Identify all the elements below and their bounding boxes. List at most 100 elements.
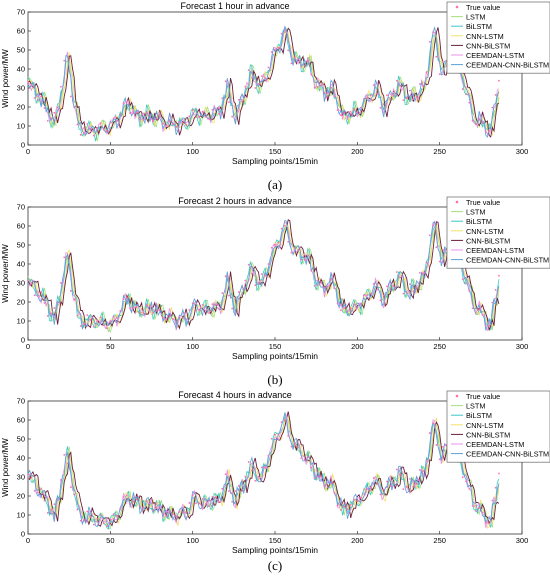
true-value-point xyxy=(313,285,316,287)
true-value-point xyxy=(389,98,392,100)
true-value-point xyxy=(191,302,194,305)
true-value-point xyxy=(481,121,484,124)
true-value-point xyxy=(474,510,477,512)
true-value-point xyxy=(353,498,355,501)
true-value-point xyxy=(172,123,174,125)
true-value-point xyxy=(369,94,372,97)
true-value-point xyxy=(494,94,497,96)
true-value-point xyxy=(283,31,286,33)
true-value-point xyxy=(43,302,46,304)
true-value-point xyxy=(60,479,62,481)
true-value-point xyxy=(316,86,319,88)
true-value-point xyxy=(102,128,105,131)
true-value-point xyxy=(76,123,79,126)
true-value-point xyxy=(69,290,72,292)
true-value-point xyxy=(195,116,197,119)
true-value-point xyxy=(303,258,306,261)
true-value-point xyxy=(323,91,326,94)
true-value-point xyxy=(468,290,471,292)
true-value-point xyxy=(346,115,349,118)
true-value-point xyxy=(412,98,415,101)
true-value-point xyxy=(270,246,273,249)
true-value-point xyxy=(297,249,299,252)
true-value-point xyxy=(129,112,131,114)
true-value-point xyxy=(129,502,131,505)
x-tick-label: 100 xyxy=(186,536,199,545)
true-value-point xyxy=(244,85,247,88)
true-value-point xyxy=(290,251,293,254)
true-value-point xyxy=(56,498,59,501)
y-tick-label: 60 xyxy=(17,416,25,425)
legend-entry: CEEMDAN-CNN-BiLSTM xyxy=(466,256,549,265)
true-value-point xyxy=(119,507,122,510)
true-value-point xyxy=(30,476,33,479)
true-value-point xyxy=(323,484,326,487)
true-value-point xyxy=(188,502,191,504)
true-value-point xyxy=(343,505,346,508)
true-value-point xyxy=(172,318,174,320)
true-value-point xyxy=(53,111,56,114)
true-value-point xyxy=(40,488,43,490)
true-value-point xyxy=(300,457,303,460)
true-value-point xyxy=(155,310,158,312)
true-value-point xyxy=(33,97,36,99)
true-value-point xyxy=(122,102,125,105)
true-value-point xyxy=(310,466,313,469)
true-value-point xyxy=(326,285,329,288)
true-value-point xyxy=(139,311,141,314)
x-tick-label: 50 xyxy=(106,147,114,156)
true-value-point xyxy=(33,489,36,492)
true-value-point xyxy=(142,506,145,509)
y-axis-label: Wind power/MW xyxy=(1,244,10,303)
true-value-point xyxy=(66,462,69,465)
true-value-point xyxy=(221,487,224,490)
true-value-point xyxy=(198,308,201,311)
true-value-point xyxy=(297,446,299,449)
true-value-point xyxy=(188,115,191,118)
x-tick-label: 150 xyxy=(269,147,282,156)
true-value-point xyxy=(363,294,365,297)
caption-a: (a) xyxy=(267,177,283,192)
true-value-point xyxy=(468,101,471,104)
legend-entry: CNN-LSTM xyxy=(466,227,504,236)
legend-entry: BiLSTM xyxy=(466,22,492,31)
true-value-point xyxy=(135,111,138,114)
true-value-point xyxy=(392,481,395,484)
true-value-point xyxy=(211,303,214,306)
true-value-point xyxy=(376,92,378,95)
legend-marker xyxy=(455,200,459,204)
x-tick-label: 100 xyxy=(186,147,199,156)
true-value-point xyxy=(148,305,151,308)
true-value-point xyxy=(442,446,444,448)
true-value-point xyxy=(498,274,500,277)
true-value-point xyxy=(50,312,52,315)
true-value-point xyxy=(43,499,46,502)
legend-marker xyxy=(455,394,459,398)
true-value-point xyxy=(280,421,283,423)
true-value-point xyxy=(461,476,464,479)
true-value-point xyxy=(178,121,181,124)
true-value-point xyxy=(283,419,286,421)
true-value-point xyxy=(465,282,467,285)
chart-title: Forecast 2 hours in advance xyxy=(178,196,292,206)
true-value-point xyxy=(438,260,441,263)
true-value-point xyxy=(405,486,408,488)
true-value-point xyxy=(425,71,428,74)
true-value-point xyxy=(165,124,168,127)
true-value-point xyxy=(73,298,76,301)
true-value-point xyxy=(158,115,161,118)
true-value-point xyxy=(372,283,375,285)
true-value-point xyxy=(353,303,355,306)
true-value-point xyxy=(488,129,490,132)
true-value-point xyxy=(227,101,230,104)
true-value-point xyxy=(208,118,211,120)
true-value-point xyxy=(293,246,296,249)
true-value-point xyxy=(155,507,158,510)
true-value-point xyxy=(224,473,227,476)
x-tick-label: 50 xyxy=(106,342,114,351)
y-tick-label: 10 xyxy=(17,122,25,131)
y-tick-label: 60 xyxy=(17,27,25,36)
true-value-point xyxy=(316,284,319,286)
true-value-point xyxy=(181,511,184,514)
